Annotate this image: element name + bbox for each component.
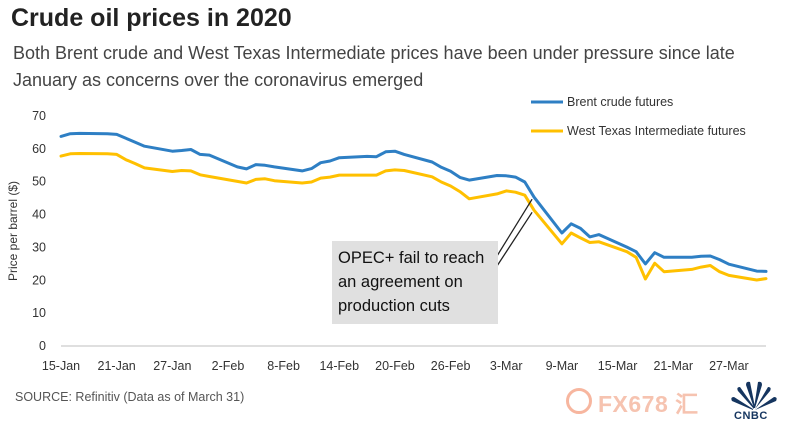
source-note: SOURCE: Refinitiv (Data as of March 31) xyxy=(15,390,245,404)
x-tick-label: 21-Jan xyxy=(98,359,136,373)
annotation-pointer xyxy=(496,211,533,267)
chart-subtitle: Both Brent crude and West Texas Intermed… xyxy=(13,43,735,90)
y-axis-label: Price per barrel ($) xyxy=(6,181,20,281)
chart-title: Crude oil prices in 2020 xyxy=(11,4,292,32)
watermark-text: FX678 汇 xyxy=(598,391,699,417)
y-tick-label: 60 xyxy=(32,142,46,156)
x-tick-label: 21-Mar xyxy=(653,359,693,373)
x-tick-label: 15-Mar xyxy=(598,359,638,373)
legend-label-brent: Brent crude futures xyxy=(567,95,673,109)
y-tick-label: 20 xyxy=(32,273,46,287)
x-tick-label: 27-Mar xyxy=(709,359,749,373)
x-tick-label: 9-Mar xyxy=(546,359,579,373)
annotation-pointer xyxy=(496,198,533,257)
annotation-text: an agreement on xyxy=(338,273,463,291)
x-tick-label: 20-Feb xyxy=(375,359,415,373)
annotation-box xyxy=(332,241,498,324)
legend-label-wti: West Texas Intermediate futures xyxy=(567,124,746,138)
x-tick-label: 3-Mar xyxy=(490,359,523,373)
x-tick-label: 27-Jan xyxy=(153,359,191,373)
x-tick-label: 26-Feb xyxy=(431,359,471,373)
series-line-brent xyxy=(59,131,768,273)
x-tick-label: 2-Feb xyxy=(212,359,245,373)
cnbc-brand: CNBC xyxy=(734,410,768,422)
watermark-logo-icon xyxy=(566,388,592,414)
y-tick-label: 0 xyxy=(39,339,46,353)
series-line-wti xyxy=(59,152,768,282)
cnbc-peacock-icon xyxy=(731,381,777,410)
annotation-text: production cuts xyxy=(338,297,450,315)
y-tick-label: 70 xyxy=(32,109,46,123)
y-tick-label: 50 xyxy=(32,175,46,189)
x-tick-label: 15-Jan xyxy=(42,359,80,373)
x-tick-label: 14-Feb xyxy=(319,359,359,373)
y-tick-label: 30 xyxy=(32,240,46,254)
annotation-text: OPEC+ fail to reach xyxy=(338,249,484,267)
y-tick-label: 40 xyxy=(32,208,46,222)
x-tick-label: 8-Feb xyxy=(267,359,300,373)
y-tick-label: 10 xyxy=(32,306,46,320)
